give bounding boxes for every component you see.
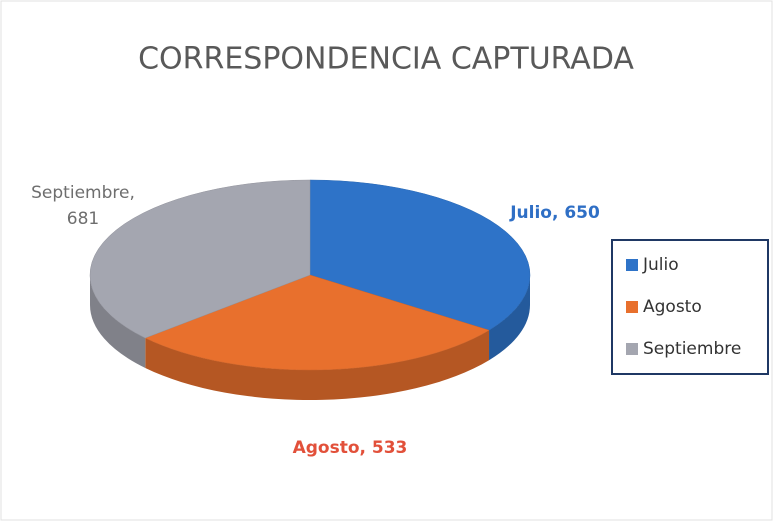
data-label: Julio, 650 [509,203,600,223]
pie-slice [309,179,531,331]
pie-slice [144,274,490,371]
legend-swatch [626,301,638,313]
pie-slice [89,179,311,339]
pie-slice-side [489,275,530,361]
legend-label: Julio [642,255,679,275]
legend-swatch [626,259,638,271]
pie-slice-side [145,330,490,400]
legend-swatch [626,343,638,355]
data-label: Agosto, 533 [293,438,408,458]
legend-label: Agosto [643,297,702,317]
data-label-box: Septiembre, 681 [31,183,135,229]
chart-title: CORRESPONDENCIA CAPTURADA [138,42,634,77]
data-label: Septiembre, 681 [31,183,135,229]
legend-label: Septiembre [643,339,741,359]
